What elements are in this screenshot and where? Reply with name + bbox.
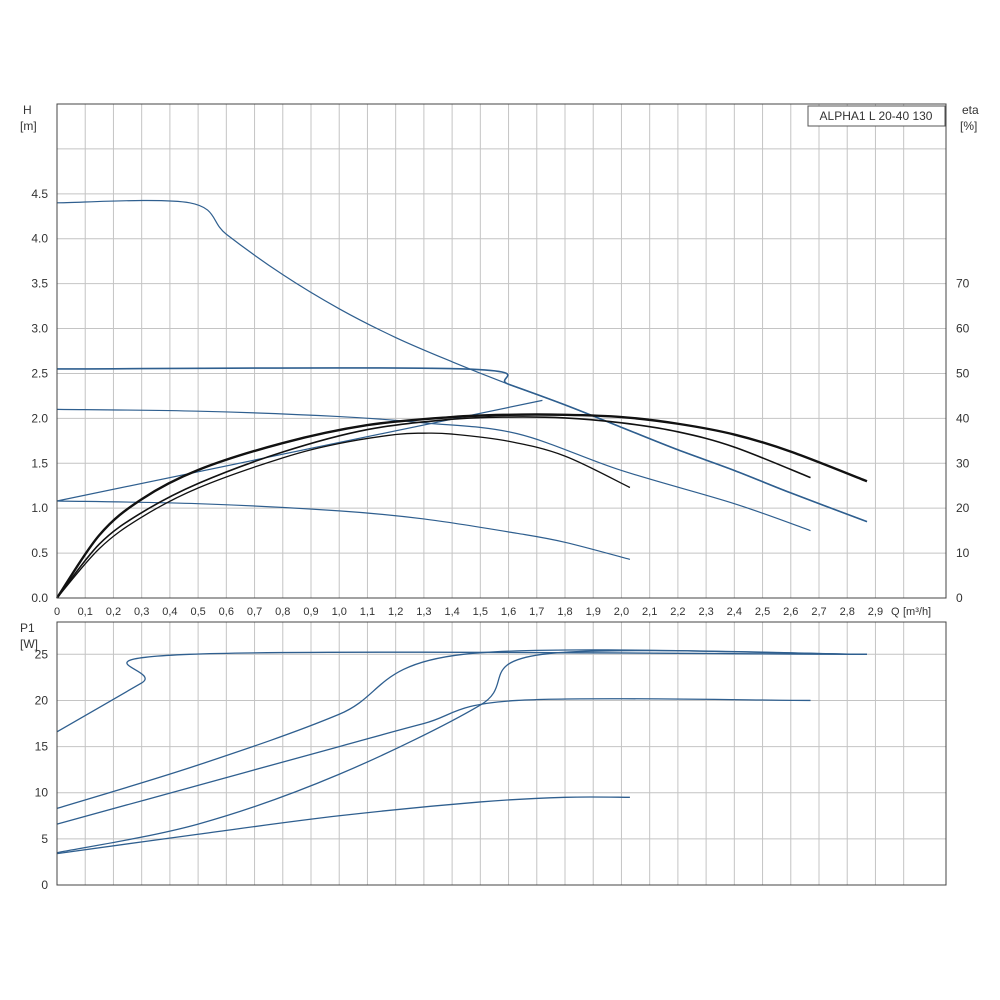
y-tick-label: 2.0 xyxy=(31,411,48,425)
y-tick-label: 1.5 xyxy=(31,456,48,470)
p1-tick-label: 15 xyxy=(35,740,49,754)
y-tick-label: 3.5 xyxy=(31,277,48,291)
efficiency-curve xyxy=(56,413,868,599)
p1-tick-label: 20 xyxy=(35,693,49,707)
x-axis-label: Q xyxy=(891,606,900,618)
p1-axis-label: P1 xyxy=(20,621,35,635)
x-tick-label: 0,5 xyxy=(190,606,205,618)
x-tick-label: 2,3 xyxy=(698,606,713,618)
head-curve xyxy=(56,500,631,560)
x-tick-label: 1,2 xyxy=(388,606,403,618)
x-tick-label: 2,7 xyxy=(811,606,826,618)
head-plot-series xyxy=(56,199,868,599)
x-tick-label: 1,8 xyxy=(557,606,572,618)
x-tick-label: 1,6 xyxy=(501,606,516,618)
efficiency-curve xyxy=(56,432,631,599)
power-plot-frame xyxy=(56,621,947,886)
head-plot-ticks: 0 0,1 0,2 0,3 0,4 0,5 0,6 0,7 0,8 0,9 1,0 1,1 1,2 1,3… xyxy=(31,187,969,618)
y2-tick-label: 10 xyxy=(956,546,970,560)
y2-tick-label: 40 xyxy=(956,411,970,425)
power-curve xyxy=(56,649,867,854)
efficiency-curve xyxy=(56,416,811,599)
head-curve xyxy=(56,367,868,523)
y-axis-label: H xyxy=(23,103,32,117)
x-tick-label: 2,0 xyxy=(614,606,629,618)
y2-tick-label: 50 xyxy=(956,366,970,380)
p1-tick-label: 5 xyxy=(41,832,48,846)
head-plot-frame xyxy=(56,103,947,599)
power-plot-grid xyxy=(57,622,946,885)
chart-title: ALPHA1 L 20-40 130 xyxy=(820,109,933,123)
y-tick-label: 4.5 xyxy=(31,187,48,201)
x-tick-label: 1,9 xyxy=(586,606,601,618)
p1-tick-label: 0 xyxy=(41,878,48,892)
power-curve xyxy=(56,698,811,825)
p1-axis-unit: [W] xyxy=(20,637,38,651)
y-tick-label: 3.0 xyxy=(31,322,48,336)
x-tick-label: 1,5 xyxy=(473,606,488,618)
x-tick-label: 1,1 xyxy=(360,606,375,618)
chart-title-box xyxy=(807,105,946,127)
y2-tick-label: 60 xyxy=(956,322,970,336)
head-curve xyxy=(56,408,811,532)
power-curve xyxy=(56,796,630,855)
x-tick-label: 0,4 xyxy=(162,606,177,618)
head-plot-grid xyxy=(57,104,946,598)
x-tick-label: 2,9 xyxy=(868,606,883,618)
y2-tick-label: 20 xyxy=(956,501,970,515)
y-axis-unit: [m] xyxy=(20,119,37,133)
x-axis-unit: [m³/h] xyxy=(903,606,931,618)
y-tick-label: 4.0 xyxy=(31,232,48,246)
x-tick-label: 1,0 xyxy=(332,606,347,618)
y2-tick-label: 30 xyxy=(956,456,970,470)
x-tick-label: 0,3 xyxy=(134,606,149,618)
y2-axis-label: eta xyxy=(962,103,979,117)
x-tick-label: 1,4 xyxy=(444,606,459,618)
x-tick-label: 2,2 xyxy=(670,606,685,618)
x-tick-label: 0,9 xyxy=(303,606,318,618)
x-tick-label: 2,6 xyxy=(783,606,798,618)
power-curve xyxy=(56,651,867,733)
x-tick-label: 0,7 xyxy=(247,606,262,618)
y2-tick-label: 70 xyxy=(956,277,970,291)
x-tick-label: 2,8 xyxy=(840,606,855,618)
x-tick-label: 2,4 xyxy=(727,606,742,618)
y-tick-label: 0.0 xyxy=(31,591,48,605)
x-tick-label: 0 xyxy=(54,606,60,618)
x-tick-label: 0,2 xyxy=(106,606,121,618)
x-tick-label: 0,1 xyxy=(78,606,93,618)
power-plot-series xyxy=(56,649,867,855)
y2-tick-label: 0 xyxy=(956,591,963,605)
x-tick-label: 2,5 xyxy=(755,606,770,618)
x-tick-label: 1,3 xyxy=(416,606,431,618)
y-tick-label: 2.5 xyxy=(31,366,48,380)
y2-axis-unit: [%] xyxy=(960,119,977,133)
p1-tick-label: 10 xyxy=(35,786,49,800)
y-tick-label: 0.5 xyxy=(31,546,48,560)
power-plot-ticks: 0 5 10 15 20 25 xyxy=(35,647,49,892)
p1-tick-label: 25 xyxy=(35,647,49,661)
x-tick-label: 0,8 xyxy=(275,606,290,618)
x-tick-label: 0,6 xyxy=(219,606,234,618)
y-tick-label: 1.0 xyxy=(31,501,48,515)
x-tick-label: 2,1 xyxy=(642,606,657,618)
x-tick-label: 1,7 xyxy=(529,606,544,618)
